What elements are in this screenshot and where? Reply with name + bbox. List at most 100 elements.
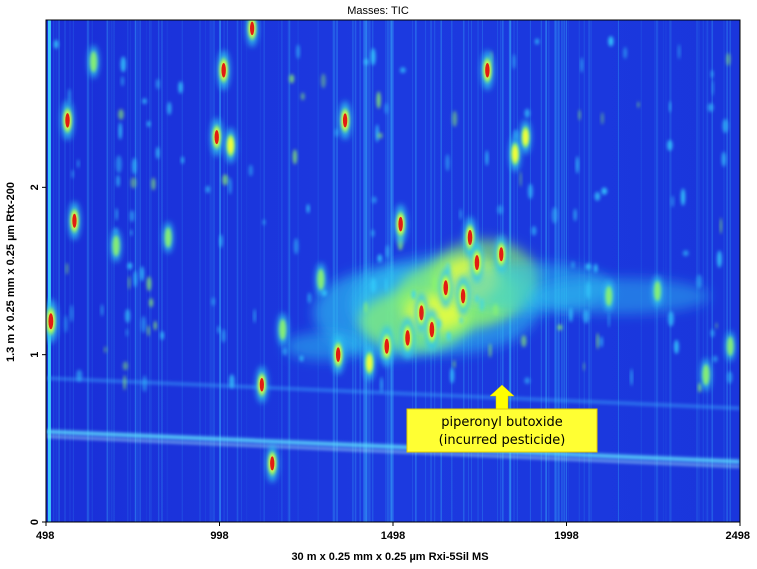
minor-peak: [571, 261, 575, 269]
minor-peak: [53, 39, 59, 49]
minor-peak: [710, 329, 715, 338]
minor-peak: [384, 102, 389, 115]
peak: [338, 101, 352, 140]
minor-peak: [371, 196, 377, 204]
peak: [652, 275, 663, 307]
peak: [480, 50, 494, 91]
peak: [61, 100, 74, 141]
minor-peak: [70, 304, 74, 323]
minor-peak: [722, 118, 729, 134]
annotation-line-2: (incurred pesticide): [439, 433, 566, 448]
minor-peak: [370, 48, 376, 66]
peak: [217, 50, 231, 91]
peak: [414, 292, 429, 334]
chart-title: Masses: TIC: [347, 5, 409, 17]
minor-peak: [385, 244, 390, 259]
peak: [439, 267, 453, 309]
minor-peak: [593, 263, 598, 273]
minor-peak: [370, 277, 377, 293]
minor-peak: [698, 382, 702, 393]
minor-peak: [551, 206, 558, 224]
minor-peak: [596, 332, 599, 350]
x-tick-label: 498: [36, 530, 54, 542]
minor-peak: [64, 314, 68, 333]
minor-peak: [370, 229, 375, 238]
minor-peak: [459, 208, 462, 220]
x-tick-label: 1998: [554, 530, 578, 542]
minor-peak: [130, 177, 137, 189]
minor-peak: [151, 177, 156, 191]
minor-peak: [229, 374, 235, 389]
minor-peak: [580, 57, 583, 73]
minor-peak: [711, 79, 714, 96]
minor-peak: [608, 36, 614, 47]
minor-peak: [120, 56, 126, 73]
minor-peak: [432, 276, 439, 292]
minor-peak: [719, 217, 722, 234]
x-tick-label: 2498: [726, 530, 750, 542]
minor-peak: [578, 109, 581, 121]
minor-peak: [583, 309, 590, 324]
y-axis-label: 1.3 m x 0.25 mm x 0.25 µm Rtx-200: [5, 182, 17, 362]
minor-peak: [300, 92, 305, 101]
minor-peak: [569, 307, 573, 322]
peak: [456, 276, 470, 316]
minor-peak: [411, 289, 416, 300]
peak: [725, 331, 736, 362]
minor-peak: [205, 185, 211, 194]
peak: [603, 280, 615, 312]
peak: [88, 45, 99, 79]
peak: [224, 127, 237, 164]
minor-peak: [167, 101, 172, 115]
minor-peak: [363, 58, 369, 66]
minor-peak: [668, 311, 674, 327]
minor-peak: [149, 298, 154, 308]
peak: [519, 120, 532, 155]
y-tick-label: 0: [29, 519, 41, 525]
signal-cloud: [529, 278, 710, 315]
minor-peak: [71, 169, 74, 179]
minor-peak: [528, 183, 533, 199]
minor-peak: [125, 328, 129, 337]
minor-peak: [599, 336, 604, 348]
minor-peak: [717, 250, 722, 268]
minor-peak: [377, 254, 382, 263]
peak: [363, 345, 376, 381]
peak: [110, 229, 122, 263]
minor-peak: [118, 108, 124, 120]
minor-peak: [512, 54, 516, 70]
minor-peak: [375, 124, 379, 143]
minor-peak: [133, 270, 138, 288]
y-tick-label: 2: [29, 184, 41, 190]
minor-peak: [384, 277, 388, 292]
minor-peak: [607, 312, 611, 328]
minor-peak: [146, 276, 152, 292]
minor-peak: [296, 44, 300, 59]
peak: [246, 20, 259, 47]
minor-peak: [524, 108, 530, 118]
peak-layer: [46, 20, 736, 483]
minor-peak: [682, 250, 689, 257]
annotation: piperonyl butoxide (incurred pesticide): [406, 384, 598, 453]
minor-peak: [67, 88, 72, 104]
x-tick-label: 998: [210, 530, 228, 542]
minor-peak: [376, 91, 381, 109]
minor-peak: [306, 203, 310, 214]
minor-peak: [160, 331, 164, 340]
minor-peak: [115, 207, 118, 221]
minor-peak: [153, 320, 157, 331]
minor-peak: [721, 151, 727, 167]
peak: [394, 204, 408, 245]
minor-peak: [521, 335, 527, 348]
peak: [315, 262, 327, 296]
minor-peak: [674, 339, 679, 354]
peak: [210, 117, 223, 157]
minor-peak: [377, 132, 383, 139]
minor-peak: [712, 355, 718, 363]
minor-peak: [364, 301, 368, 313]
minor-peak: [707, 103, 714, 112]
minor-peak: [155, 78, 160, 90]
minor-peak: [475, 294, 479, 303]
minor-peak: [524, 377, 531, 384]
minor-peak: [452, 360, 456, 369]
